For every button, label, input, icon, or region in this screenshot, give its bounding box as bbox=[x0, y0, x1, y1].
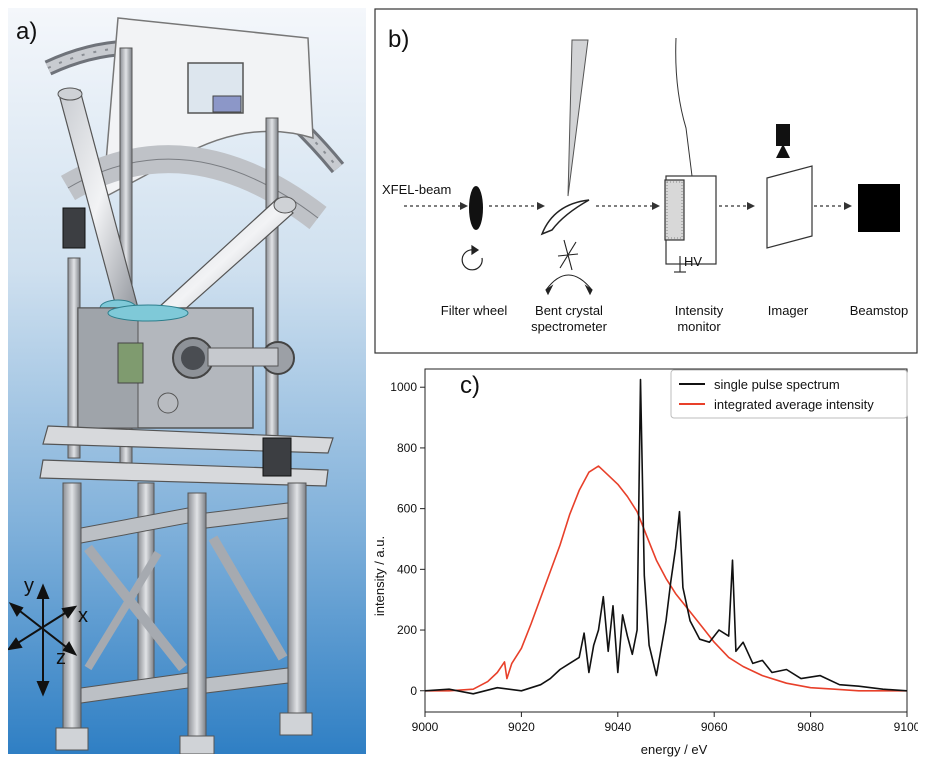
schematic-frame bbox=[374, 8, 918, 354]
component-label-spectrometer-line1: Bent crystal bbox=[535, 303, 603, 318]
panel-b-letter: b) bbox=[388, 26, 410, 53]
series-layer bbox=[424, 378, 908, 695]
x-axis-label: energy / eV bbox=[641, 742, 708, 757]
imager-icon bbox=[766, 124, 813, 249]
panel-b-schematic: HV XFEL-beam Filter wheel Bent crystal s… bbox=[374, 8, 918, 354]
axis-label-x: x bbox=[78, 605, 88, 627]
axis-label-z: z bbox=[56, 647, 66, 669]
hv-label: HV bbox=[684, 254, 702, 269]
axis-label-y: y bbox=[24, 575, 34, 597]
beam-label: XFEL-beam bbox=[382, 182, 451, 197]
cad-illustration: y x z bbox=[6, 8, 366, 755]
y-tick-label: 600 bbox=[397, 502, 417, 516]
panel-a-letter: a) bbox=[16, 18, 38, 45]
x-tick-label: 9100 bbox=[894, 720, 918, 734]
crystal-motion-arrows-icon bbox=[545, 239, 593, 296]
x-tick-label: 9000 bbox=[412, 720, 439, 734]
detector-cone-icon bbox=[567, 39, 589, 197]
schematic-diagram: HV XFEL-beam Filter wheel Bent crystal s… bbox=[374, 8, 918, 354]
support-frame bbox=[55, 482, 313, 755]
y-tick-label: 200 bbox=[397, 623, 417, 637]
series-line-0 bbox=[424, 378, 908, 695]
component-label-imager: Imager bbox=[768, 303, 809, 318]
y-tick-label: 0 bbox=[410, 684, 417, 698]
component-label-spectrometer-line2: spectrometer bbox=[531, 319, 608, 334]
plot-frame bbox=[424, 368, 908, 713]
y-tick-label: 400 bbox=[397, 562, 417, 576]
vacuum-chamber bbox=[77, 304, 295, 429]
x-tick-label: 9080 bbox=[797, 720, 824, 734]
component-label-monitor-line1: Intensity bbox=[675, 303, 724, 318]
panel-a-cad-rendering: y x z a) bbox=[6, 8, 366, 755]
legend-label-series-0: single pulse spectrum bbox=[714, 377, 840, 392]
component-label-beamstop: Beamstop bbox=[850, 303, 909, 318]
series-line-1 bbox=[425, 465, 907, 692]
x-tick-label: 9040 bbox=[604, 720, 631, 734]
base-plates bbox=[39, 207, 334, 487]
bent-crystal-icon bbox=[540, 199, 590, 236]
intensity-monitor-icon bbox=[664, 37, 717, 273]
x-tick-label: 9060 bbox=[701, 720, 728, 734]
x-tick-label: 9020 bbox=[508, 720, 535, 734]
chart-legend: single pulse spectrum integrated average… bbox=[670, 369, 908, 419]
x-axis: 9000 9020 9040 9060 9080 9100 bbox=[412, 712, 921, 734]
plot-area bbox=[424, 368, 908, 713]
y-tick-label: 1000 bbox=[390, 380, 417, 394]
component-label-monitor-line2: monitor bbox=[677, 319, 721, 334]
y-axis: 0 200 400 600 800 1000 bbox=[390, 380, 425, 698]
filter-wheel-icon bbox=[469, 186, 483, 230]
legend-label-series-1: integrated average intensity bbox=[714, 397, 874, 412]
spectrum-chart: 9000 9020 9040 9060 9080 9100 0 200 400 600 800 10… bbox=[372, 368, 921, 757]
legend-box bbox=[670, 369, 908, 419]
coordinate-axes bbox=[6, 583, 78, 697]
beam-arrowheads bbox=[460, 202, 852, 210]
y-tick-label: 800 bbox=[397, 441, 417, 455]
beamstop-icon bbox=[858, 184, 900, 232]
y-axis-label: intensity / a.u. bbox=[374, 536, 387, 616]
panel-c-letter: c) bbox=[460, 372, 480, 399]
rotation-arrow-icon bbox=[461, 244, 483, 271]
panel-c-chart: 9000 9020 9040 9060 9080 9100 0 200 400 600 800 10… bbox=[372, 364, 921, 759]
component-label-filter-wheel: Filter wheel bbox=[441, 303, 508, 318]
